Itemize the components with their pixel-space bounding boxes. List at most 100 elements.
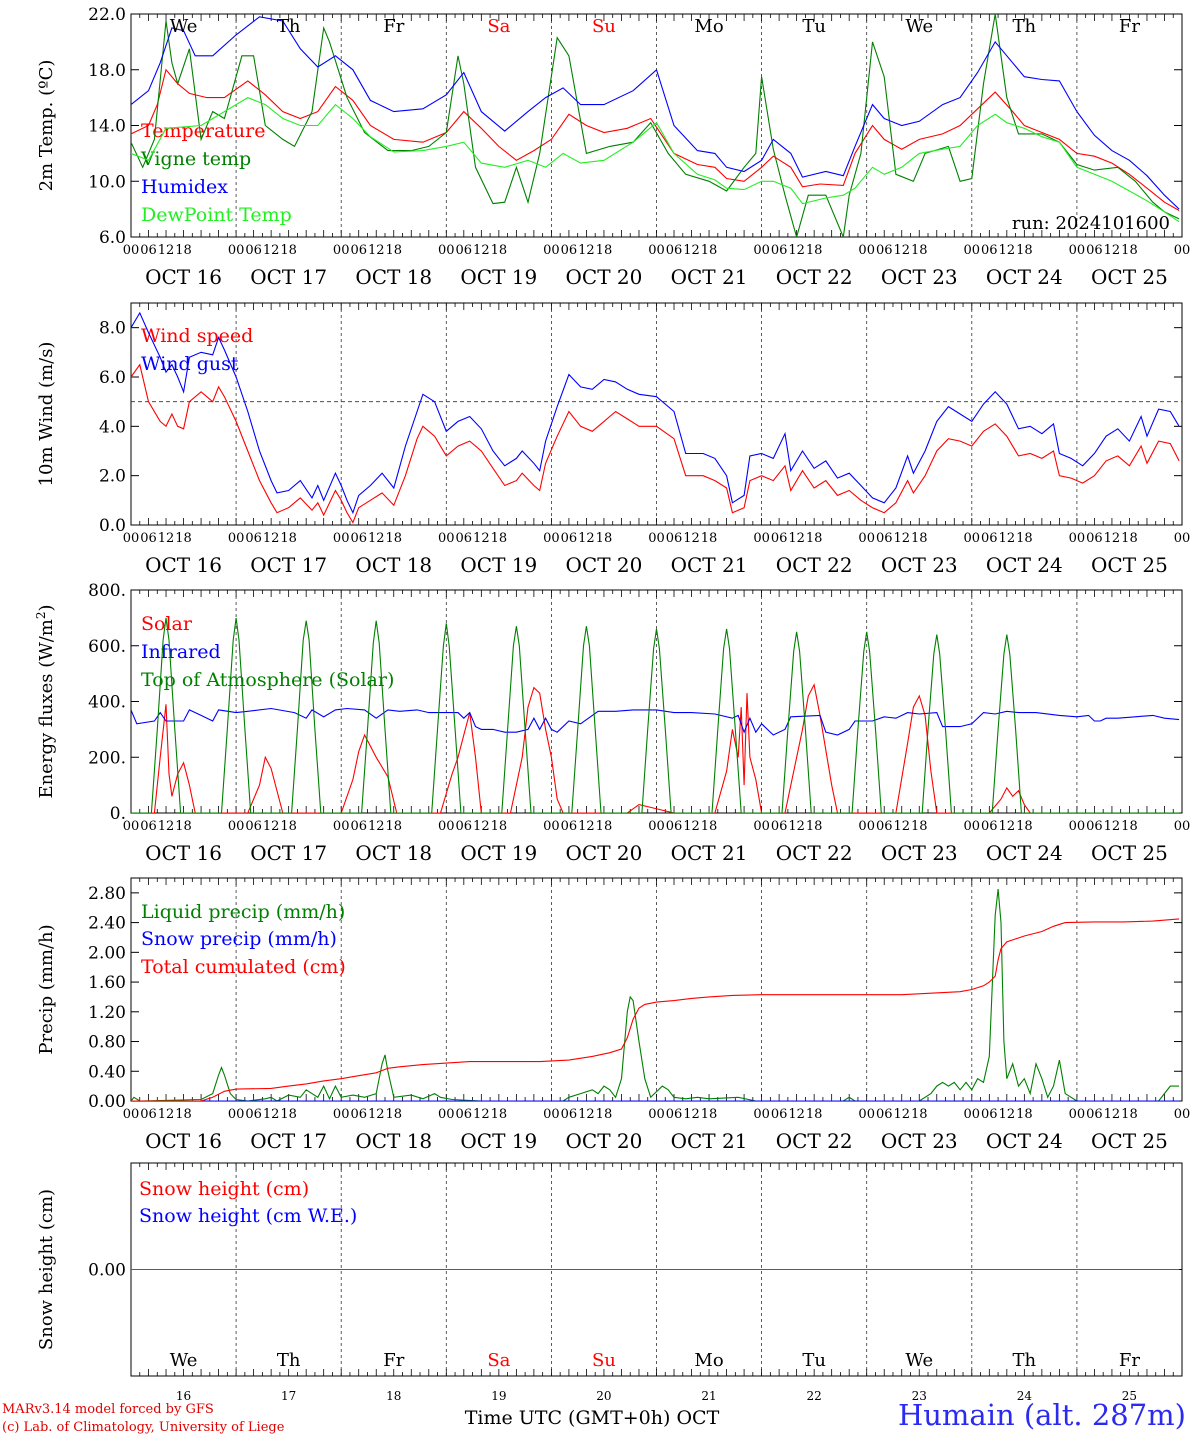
- panel3-hour-label: 06: [876, 819, 893, 834]
- panel1-hour-label: 18: [911, 243, 928, 258]
- panel1-hour-label: 00: [438, 243, 455, 258]
- panel3-series-solar: [131, 683, 1180, 813]
- panel2-hour-label: 18: [491, 531, 508, 546]
- panel2-hour-label: 18: [280, 531, 297, 546]
- panel1-series-dewpoint-temp: [131, 96, 1180, 223]
- panel2-hour-label: 06: [350, 531, 367, 546]
- panel3-hour-label: 18: [806, 819, 823, 834]
- panel4-hour-label: 12: [368, 1107, 385, 1122]
- panel2-y-tick-label: 8.0: [99, 319, 126, 339]
- panel1-hour-label: 12: [578, 243, 595, 258]
- panel5-day-number: 16: [176, 1389, 191, 1403]
- panel2-date-label: OCT 20: [566, 553, 643, 577]
- panel2-hour-label: 00: [1069, 531, 1086, 546]
- panel1-weekday-label: Sa: [487, 16, 510, 37]
- panel1-date-label: OCT 25: [1091, 265, 1168, 289]
- panel2-hour-label: 18: [1016, 531, 1033, 546]
- panel3-date-label: OCT 16: [145, 841, 222, 865]
- panel2-hour-label: 06: [140, 531, 157, 546]
- panel2-hour-label: 00: [333, 531, 350, 546]
- panel1-legend-4: DewPoint Temp: [141, 204, 292, 226]
- panel1-date-label: OCT 22: [776, 265, 853, 289]
- panel5-day-number: 21: [701, 1389, 716, 1403]
- panel3-y-axis-label: Energy fluxes (W/m2): [34, 604, 57, 798]
- panel4-date-label: OCT 21: [671, 1129, 748, 1153]
- panel1-series-humidex: [131, 16, 1180, 210]
- panel1-hour-label: 12: [473, 243, 490, 258]
- panel4-hour-label: 06: [350, 1107, 367, 1122]
- panel2-y-axis-label: 10m Wind (m/s): [36, 342, 57, 487]
- panel1-hour-label: 12: [683, 243, 700, 258]
- panel4-hour-label: 18: [280, 1107, 297, 1122]
- panel1-y-tick-label: 18.0: [88, 61, 126, 81]
- panel4-hour-label: 18: [701, 1107, 718, 1122]
- panel5-y-tick-label: 0.00: [88, 1261, 126, 1281]
- panel3-hour-label: 00: [333, 819, 350, 834]
- panel2-hour-label: 06: [771, 531, 788, 546]
- panel2-hour-label: 06: [561, 531, 578, 546]
- panel2-hour-label: 00: [123, 531, 140, 546]
- panel3-hour-label: 18: [596, 819, 613, 834]
- panel1-run-annotation: run: 2024101600: [1012, 213, 1170, 234]
- panel2-hour-label: 18: [385, 531, 402, 546]
- panel1-hour-label: 18: [1016, 243, 1033, 258]
- panel5-day-number: 17: [281, 1389, 296, 1403]
- panel3-hour-label: 00: [753, 819, 770, 834]
- panel4-hour-label: 06: [876, 1107, 893, 1122]
- panel3-hour-label: 06: [245, 819, 262, 834]
- panel1-date-label: OCT 20: [566, 265, 643, 289]
- panel2-hour-label: 06: [245, 531, 262, 546]
- panel4-date-label: OCT 25: [1091, 1129, 1168, 1153]
- panel5-weekday-label: Fr: [383, 1350, 404, 1371]
- panel1-date-label: OCT 18: [355, 265, 432, 289]
- panel5-weekday-label: Sa: [487, 1350, 510, 1371]
- panel2-hour-label: 00: [753, 531, 770, 546]
- panel2-hour-label: 18: [175, 531, 192, 546]
- panel2-date-label: OCT 23: [881, 553, 958, 577]
- panel1-weekday-label: Fr: [383, 16, 404, 37]
- panel2-hour-label: 00: [228, 531, 245, 546]
- panel2-hour-label: 18: [701, 531, 718, 546]
- panel1-series-vigne-temp: [131, 14, 1180, 237]
- panel4-legend-1: Liquid precip (mm/h): [141, 901, 345, 923]
- panel1-hour-label: 18: [385, 243, 402, 258]
- panel1-hour-label: 00: [858, 243, 875, 258]
- panel3-y-tick-label: 600.: [88, 637, 126, 657]
- panel1-hour-label: 18: [491, 243, 508, 258]
- panel3-hour-label: 06: [561, 819, 578, 834]
- panel3-date-label: OCT 21: [671, 841, 748, 865]
- panel4-legend-3: Total cumulated (cm): [141, 956, 346, 978]
- panel3-hour-label: 12: [683, 819, 700, 834]
- panel4-date-label: OCT 23: [881, 1129, 958, 1153]
- panel1-weekday-label: Fr: [1119, 16, 1140, 37]
- panel4-hour-label-end: 00: [1174, 1107, 1191, 1122]
- panel2-hour-label: 00: [543, 531, 560, 546]
- panel1-weekday-label: Th: [1013, 16, 1037, 37]
- panel4-hour-label: 06: [666, 1107, 683, 1122]
- panel4-hour-label: 06: [245, 1107, 262, 1122]
- panel3-hour-label: 18: [491, 819, 508, 834]
- panel4-date-label: OCT 17: [250, 1129, 327, 1153]
- x-axis-title: Time UTC (GMT+0h) OCT: [465, 1407, 720, 1429]
- panel5-weekday-label: Th: [277, 1350, 301, 1371]
- panel4-y-tick-label: 2.80: [88, 884, 126, 904]
- panel1-hour-label: 18: [806, 243, 823, 258]
- panel4-hour-label: 18: [385, 1107, 402, 1122]
- panel3-hour-label: 18: [385, 819, 402, 834]
- panel3-date-label: OCT 25: [1091, 841, 1168, 865]
- panel4-y-tick-label: 2.00: [88, 943, 126, 963]
- panel4-hour-label: 00: [858, 1107, 875, 1122]
- panel1-hour-label: 00: [333, 243, 350, 258]
- panel3-hour-label-end: 00: [1174, 819, 1191, 834]
- panel2-legend-1: Wind speed: [141, 325, 253, 347]
- panel4-hour-label: 00: [543, 1107, 560, 1122]
- panel4-hour-label: 12: [578, 1107, 595, 1122]
- panel1-hour-label: 12: [788, 243, 805, 258]
- panel1-hour-label: 06: [350, 243, 367, 258]
- panel2-hour-label: 12: [893, 531, 910, 546]
- panel2-date-label: OCT 25: [1091, 553, 1168, 577]
- panel1-date-label: OCT 21: [671, 265, 748, 289]
- panel2-y-tick-label: 2.0: [99, 467, 126, 487]
- panel1-hour-label: 06: [666, 243, 683, 258]
- panel4-hour-label: 00: [333, 1107, 350, 1122]
